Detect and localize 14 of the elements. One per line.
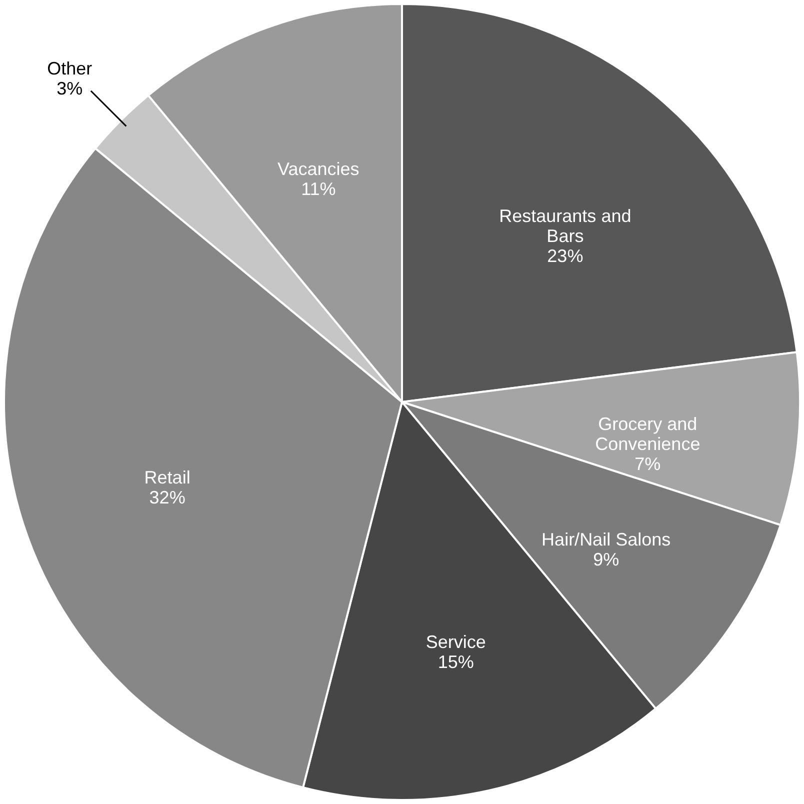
- data-label: 9%: [593, 550, 620, 570]
- data-label: 11%: [301, 178, 336, 199]
- slice-label: Hair/Nail Salons: [542, 530, 671, 550]
- data-label: 3%: [56, 78, 83, 99]
- slice-label: Vacancies: [278, 158, 360, 179]
- data-label: 7%: [634, 454, 661, 474]
- slice-label: Other: [47, 58, 92, 79]
- slice-label: Service: [426, 632, 486, 652]
- data-label: 15%: [438, 652, 474, 672]
- data-label: 32%: [149, 487, 186, 508]
- data-label: 23%: [547, 246, 584, 266]
- slice-label: Retail: [144, 467, 190, 488]
- slice-label: Restaurants and Bars: [499, 206, 632, 246]
- slice-label: Grocery and Convenience: [595, 414, 700, 454]
